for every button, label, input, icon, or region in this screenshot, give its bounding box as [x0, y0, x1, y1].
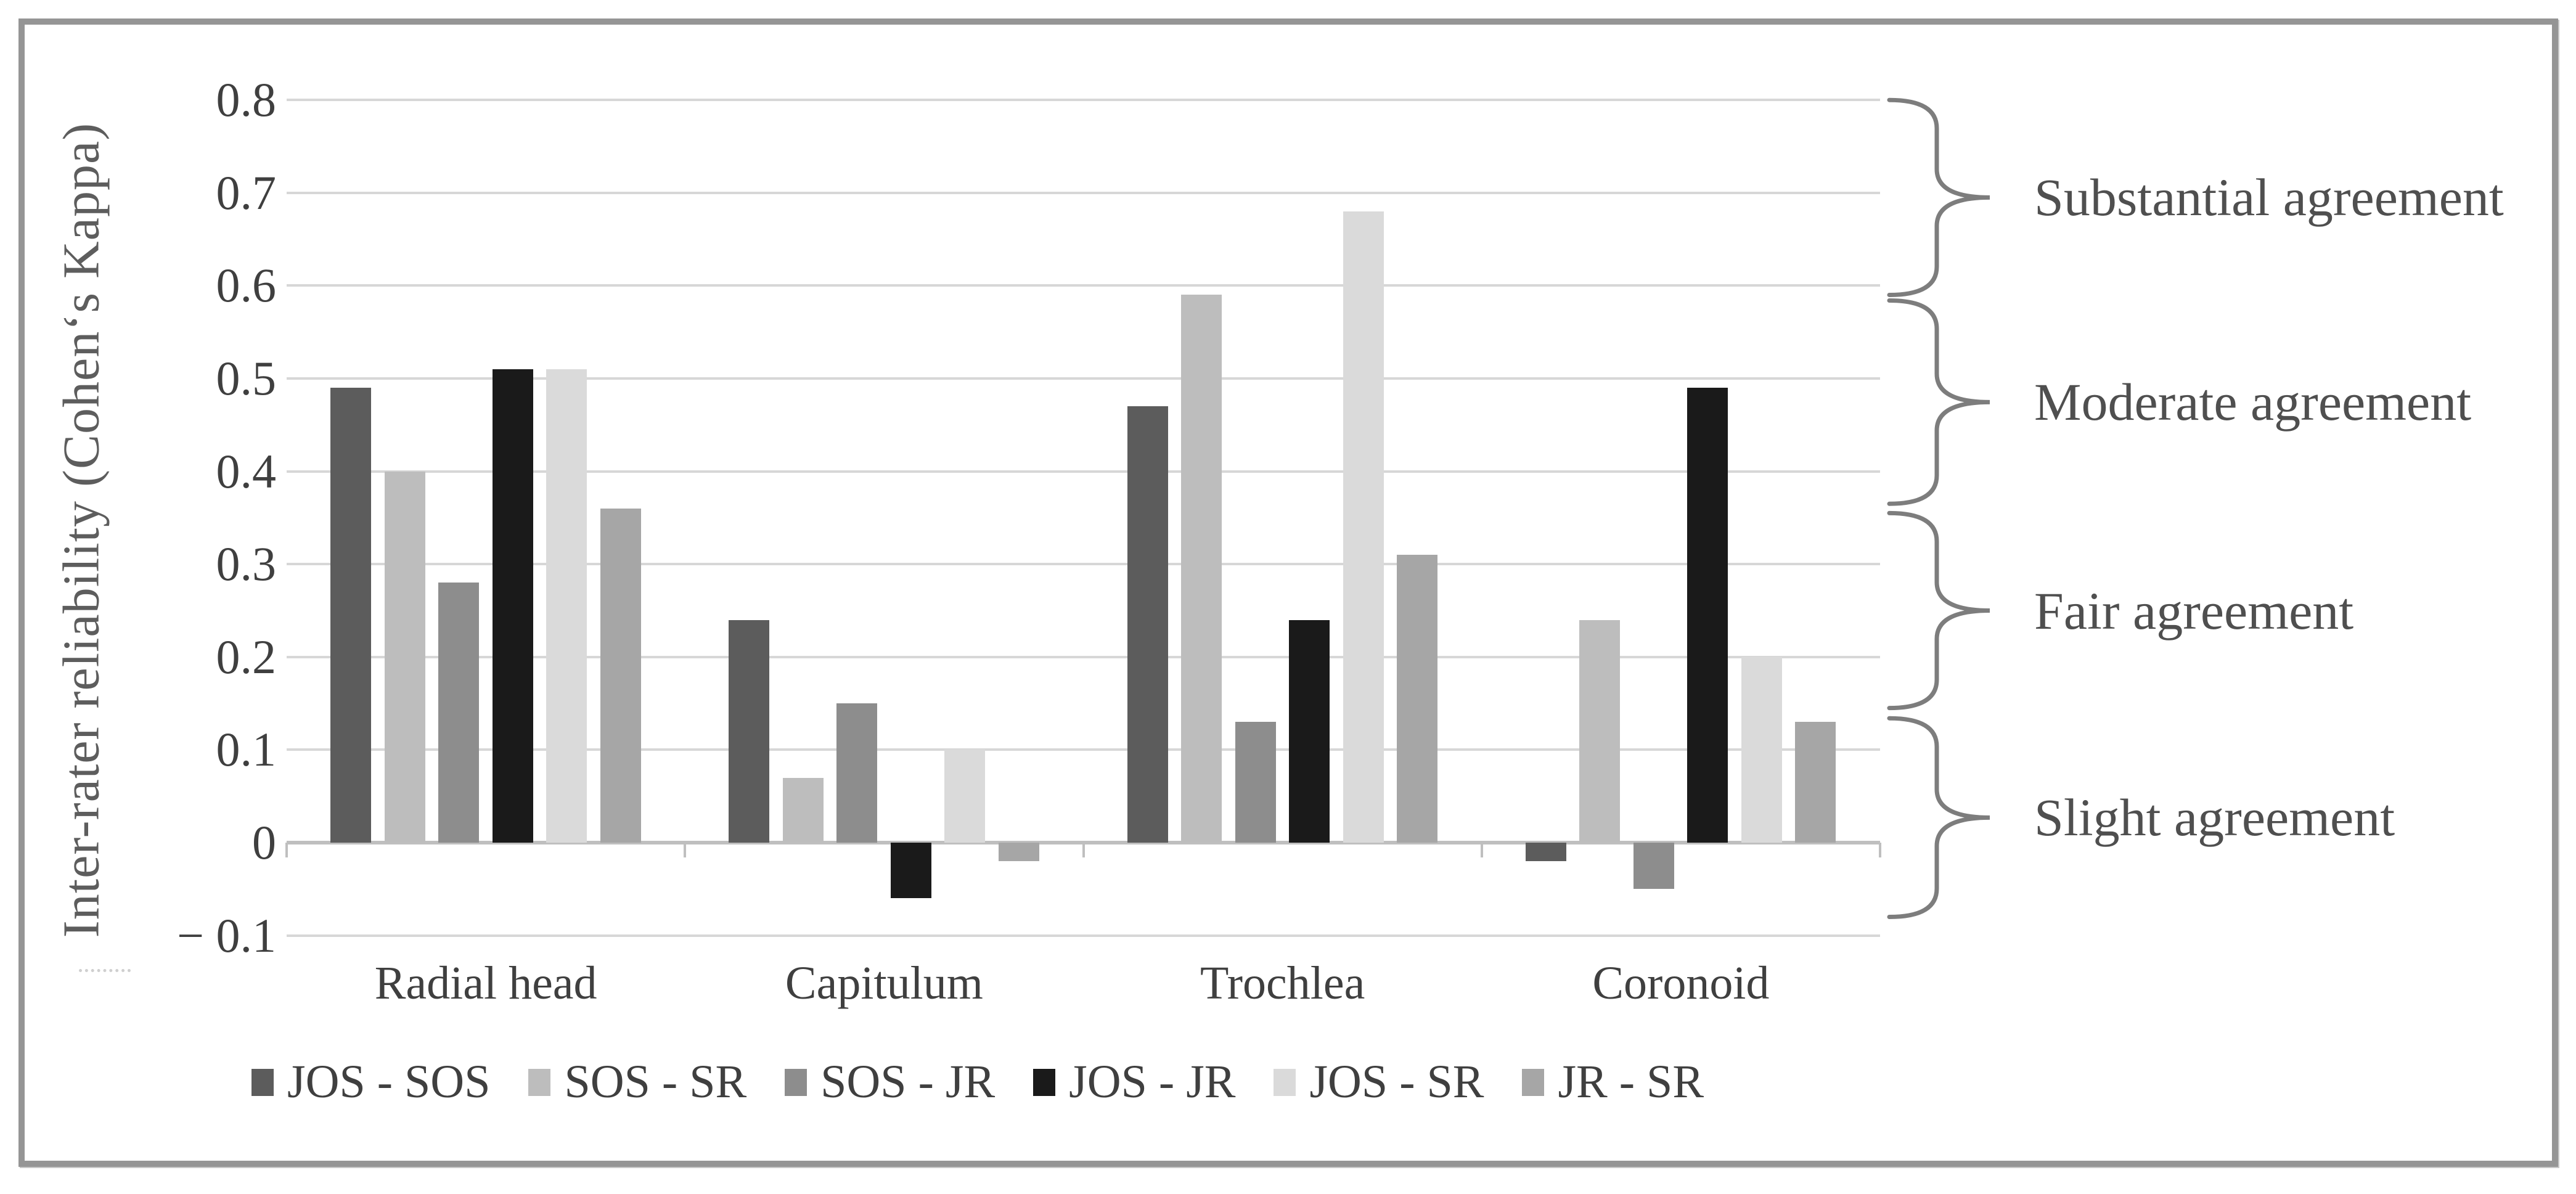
bar-sos-jr-trochlea	[1235, 722, 1276, 843]
bar-jos-sos-trochlea	[1127, 406, 1168, 843]
axis-boundary-tick	[684, 843, 687, 857]
legend-item-jos-jr: JOS - JR	[1033, 1055, 1235, 1109]
bar-sos-jr-capitulum	[836, 703, 878, 843]
legend-swatch-jos-sos	[251, 1068, 274, 1096]
legend: JOS - SOS SOS - SR SOS - JR JOS - JR JOS - S…	[251, 1055, 1704, 1109]
legend-item-sos-jr: SOS - JR	[785, 1055, 995, 1109]
gridline	[287, 99, 1880, 102]
legend-swatch-sos-sr	[528, 1068, 551, 1096]
gridline	[287, 563, 1880, 566]
bar-sos-jr-radial-head	[438, 583, 479, 843]
category-label-radial-head: Radial head	[374, 957, 597, 1009]
bar-sos-jr-coronoid	[1633, 843, 1674, 889]
gridline	[287, 748, 1880, 751]
gridline	[287, 655, 1880, 658]
legend-swatch-sos-jr	[785, 1068, 808, 1096]
legend-swatch-jos-sr	[1274, 1068, 1296, 1096]
gridline	[287, 377, 1880, 380]
category-label-capitulum: Capitulum	[785, 957, 983, 1009]
axis-boundary-tick	[1480, 843, 1483, 857]
bar-jos-jr-radial-head	[492, 369, 533, 843]
bar-jos-jr-capitulum	[890, 843, 931, 899]
bar-jos-sos-coronoid	[1525, 843, 1566, 862]
y-tick-label: 0.5	[216, 351, 277, 405]
y-tick-label: 0.1	[216, 722, 277, 777]
axis-boundary-tick	[285, 843, 288, 857]
gridline	[287, 284, 1880, 287]
legend-label: JR - SR	[1558, 1056, 1704, 1108]
brace-substantial-agreement	[1887, 97, 1990, 297]
figure-border	[18, 18, 2558, 1167]
legend-item-jos-sr: JOS - SR	[1274, 1055, 1484, 1109]
label-moderate-agreement: Moderate agreement	[2034, 372, 2472, 432]
legend-label: JOS - SOS	[287, 1056, 491, 1108]
gridline	[287, 934, 1880, 937]
bar-sos-sr-trochlea	[1181, 295, 1222, 843]
bar-jos-sos-radial-head	[330, 388, 371, 843]
label-substantial-agreement: Substantial agreement	[2034, 168, 2504, 227]
legend-item-jos-sos: JOS - SOS	[251, 1055, 490, 1109]
y-tick-label: 0.7	[216, 165, 277, 219]
bar-jos-sr-coronoid	[1741, 656, 1782, 843]
bar-jos-jr-trochlea	[1289, 619, 1330, 843]
bar-sos-sr-capitulum	[782, 777, 824, 843]
bar-sos-sr-radial-head	[384, 471, 425, 843]
y-tick-label: 0.3	[216, 537, 277, 591]
legend-label: SOS - SR	[564, 1056, 747, 1108]
legend-swatch-jr-sr	[1522, 1068, 1545, 1096]
legend-label: SOS - JR	[820, 1056, 996, 1108]
brace-slight-agreement	[1887, 716, 1990, 919]
y-tick-label: 0.6	[216, 258, 277, 313]
category-label-trochlea: Trochlea	[1200, 957, 1365, 1009]
legend-label: JOS - JR	[1069, 1056, 1236, 1108]
y-tick-label: − 0.1	[177, 908, 276, 962]
gridline	[287, 470, 1880, 473]
y-tick-label: 0	[252, 816, 276, 869]
gridline	[287, 191, 1880, 194]
stray-mark	[79, 963, 131, 972]
axis-boundary-tick	[1879, 843, 1881, 857]
axis-boundary-tick	[1082, 843, 1085, 857]
bar-jr-sr-capitulum	[998, 843, 1039, 862]
y-tick-label: 0.8	[216, 73, 277, 127]
label-slight-agreement: Slight agreement	[2034, 788, 2395, 848]
bar-jos-sr-capitulum	[944, 750, 986, 843]
y-tick-label: 0.4	[216, 444, 277, 498]
bar-jr-sr-coronoid	[1795, 722, 1836, 843]
bar-jr-sr-trochlea	[1397, 555, 1437, 843]
bar-jos-jr-coronoid	[1687, 388, 1728, 843]
bar-jr-sr-radial-head	[600, 508, 641, 843]
y-tick-label: 0.2	[216, 629, 277, 684]
bar-jos-sos-capitulum	[729, 619, 770, 843]
bar-jos-sr-radial-head	[546, 369, 587, 843]
label-fair-agreement: Fair agreement	[2034, 581, 2354, 640]
bar-jos-sr-trochlea	[1343, 211, 1384, 843]
bar-sos-sr-coronoid	[1579, 619, 1621, 843]
legend-item-jr-sr: JR - SR	[1522, 1055, 1704, 1109]
legend-label: JOS - SR	[1309, 1056, 1484, 1108]
brace-fair-agreement	[1887, 510, 1990, 711]
brace-moderate-agreement	[1887, 298, 1990, 506]
legend-swatch-jos-jr	[1033, 1068, 1056, 1096]
category-label-coronoid: Coronoid	[1592, 957, 1770, 1009]
legend-item-sos-sr: SOS - SR	[528, 1055, 746, 1109]
